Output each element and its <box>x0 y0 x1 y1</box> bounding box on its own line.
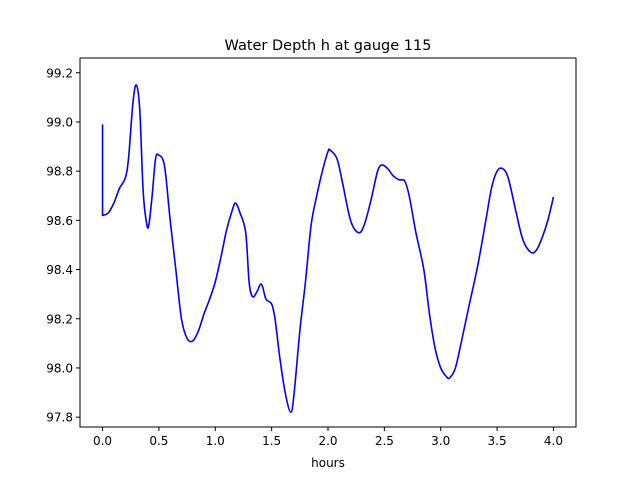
y-axis: 97.8 98.0 98.2 98.4 98.6 98.8 99.0 99.2 <box>46 66 80 425</box>
x-tick-label: 1.0 <box>206 434 225 448</box>
series-line-group <box>101 84 555 414</box>
chart-title: Water Depth h at gauge 115 <box>225 38 432 54</box>
x-tick-label: 3.0 <box>431 434 450 448</box>
x-tick-label: 2.0 <box>318 434 337 448</box>
y-tick-label: 98.8 <box>46 165 73 179</box>
y-tick-label: 98.2 <box>46 312 73 326</box>
axes-frame <box>79 57 577 428</box>
y-tick-label: 98.4 <box>46 263 73 277</box>
x-axis: 0.0 0.5 1.0 1.5 2.0 2.5 3.0 3.5 4.0 <box>93 427 563 448</box>
x-tick-label: 0.5 <box>149 434 168 448</box>
y-tick-label: 97.8 <box>46 411 73 425</box>
y-tick-label: 99.2 <box>46 66 73 80</box>
y-tick-label: 99.0 <box>46 115 73 129</box>
y-tick-label: 98.0 <box>46 361 73 375</box>
x-tick-label: 1.5 <box>262 434 281 448</box>
x-tick-label: 0.0 <box>93 434 112 448</box>
x-tick-label: 4.0 <box>544 434 563 448</box>
x-tick-label: 2.5 <box>375 434 394 448</box>
series-line-h <box>101 84 555 414</box>
x-axis-label: hours <box>311 456 345 470</box>
x-tick-label: 3.5 <box>488 434 507 448</box>
y-tick-label: 98.6 <box>46 214 73 228</box>
